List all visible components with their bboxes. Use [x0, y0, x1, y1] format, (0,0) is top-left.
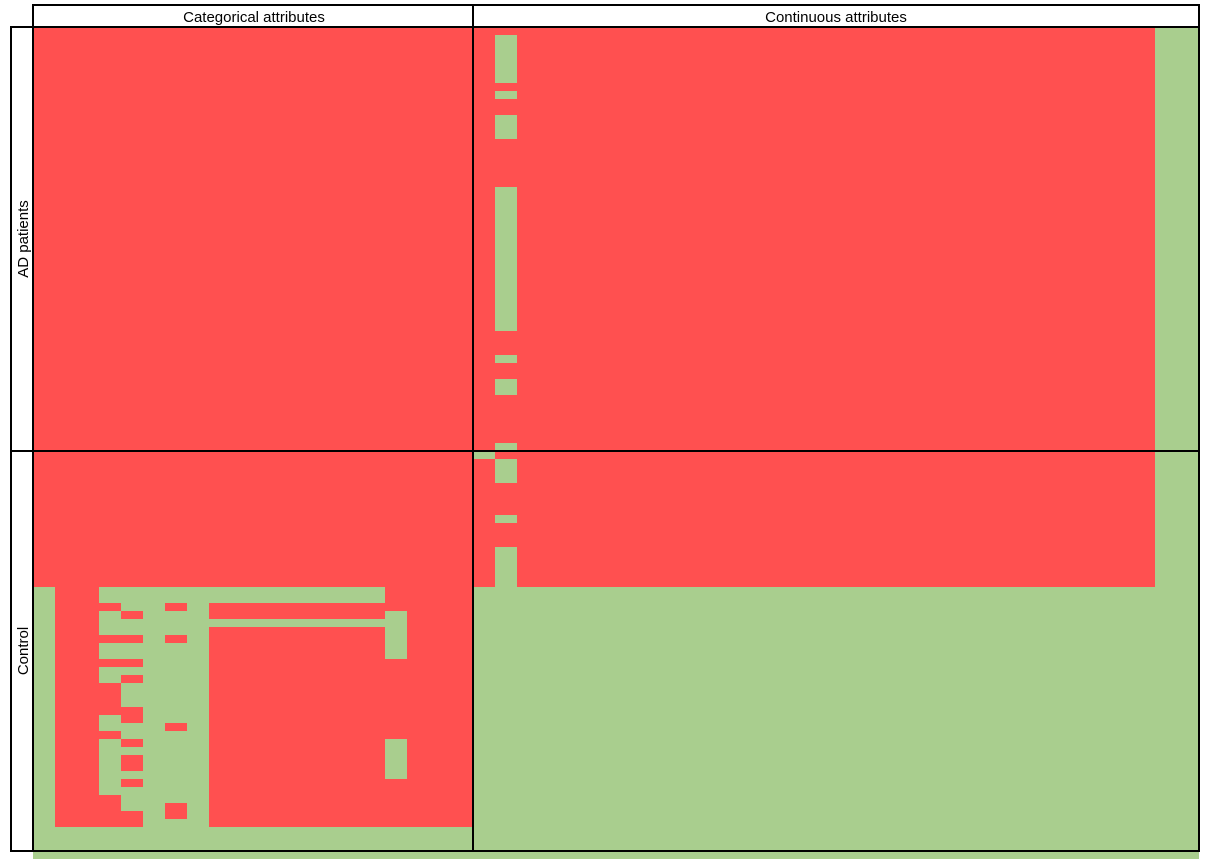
heatmap-cell-red — [165, 603, 187, 611]
heatmap-cell-red — [99, 683, 121, 715]
heatmap-cell-red — [99, 635, 121, 643]
heatmap-cell-green — [495, 515, 517, 523]
heatmap-cell-red — [121, 779, 143, 787]
heatmap-cells — [33, 27, 1199, 859]
heatmap-cell-green — [495, 443, 517, 451]
heatmap-region — [33, 27, 1155, 451]
heatmap-cell-green — [495, 355, 517, 363]
column-header-continuous: Continuous attributes — [765, 9, 907, 26]
heatmap-region — [1155, 27, 1199, 451]
heatmap-cell-green — [495, 379, 517, 395]
heatmap-cell-green — [473, 451, 495, 459]
heatmap-cell-red — [99, 731, 121, 739]
heatmap-cell-red — [121, 611, 143, 619]
cell-area-frame — [32, 26, 1200, 852]
heatmap-region — [1155, 451, 1199, 587]
heatmap-region — [33, 451, 1155, 587]
heatmap-cell-red — [121, 755, 143, 771]
heatmap-cell-green — [385, 611, 407, 659]
heatmap-cell-red — [121, 739, 143, 747]
heatmap-cell-red — [165, 635, 187, 643]
heatmap-cell-red — [165, 723, 187, 731]
heatmap-cell-green — [209, 619, 385, 627]
heatmap-cell-red — [99, 603, 121, 611]
heatmap-cell-green — [495, 35, 517, 83]
heatmap-cell-red — [165, 803, 187, 819]
row-header-ad-patients: AD patients — [15, 200, 32, 278]
heatmap-cell-red — [121, 675, 143, 683]
heatmap-cell-red — [99, 659, 143, 667]
table-frame — [10, 4, 1200, 852]
column-header-categorical: Categorical attributes — [183, 9, 325, 26]
heatmap-cell-red — [99, 795, 121, 827]
heatmap-cell-red — [121, 707, 143, 723]
heatmap-cell-red — [121, 635, 143, 643]
heatmap-cell-green — [495, 115, 517, 139]
heatmap-cell-green — [495, 547, 517, 587]
heatmap-cell-green — [209, 587, 385, 603]
heatmap-cell-green — [385, 739, 407, 779]
heatmap-cell-green — [495, 187, 517, 331]
row-header-control: Control — [15, 627, 32, 675]
side-column-frame — [10, 26, 34, 852]
heatmap-cell-red — [121, 811, 143, 827]
heatmap-cell-green — [495, 459, 517, 483]
heatmap-cell-green — [495, 91, 517, 99]
